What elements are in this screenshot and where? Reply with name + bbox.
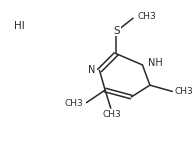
Text: CH3: CH3: [64, 99, 83, 108]
Text: CH3: CH3: [174, 87, 193, 96]
Text: CH3: CH3: [138, 12, 157, 21]
Text: HI: HI: [14, 21, 24, 31]
Text: N: N: [88, 66, 96, 75]
Text: S: S: [113, 26, 120, 36]
Text: NH: NH: [148, 58, 163, 68]
Text: CH3: CH3: [102, 110, 121, 119]
